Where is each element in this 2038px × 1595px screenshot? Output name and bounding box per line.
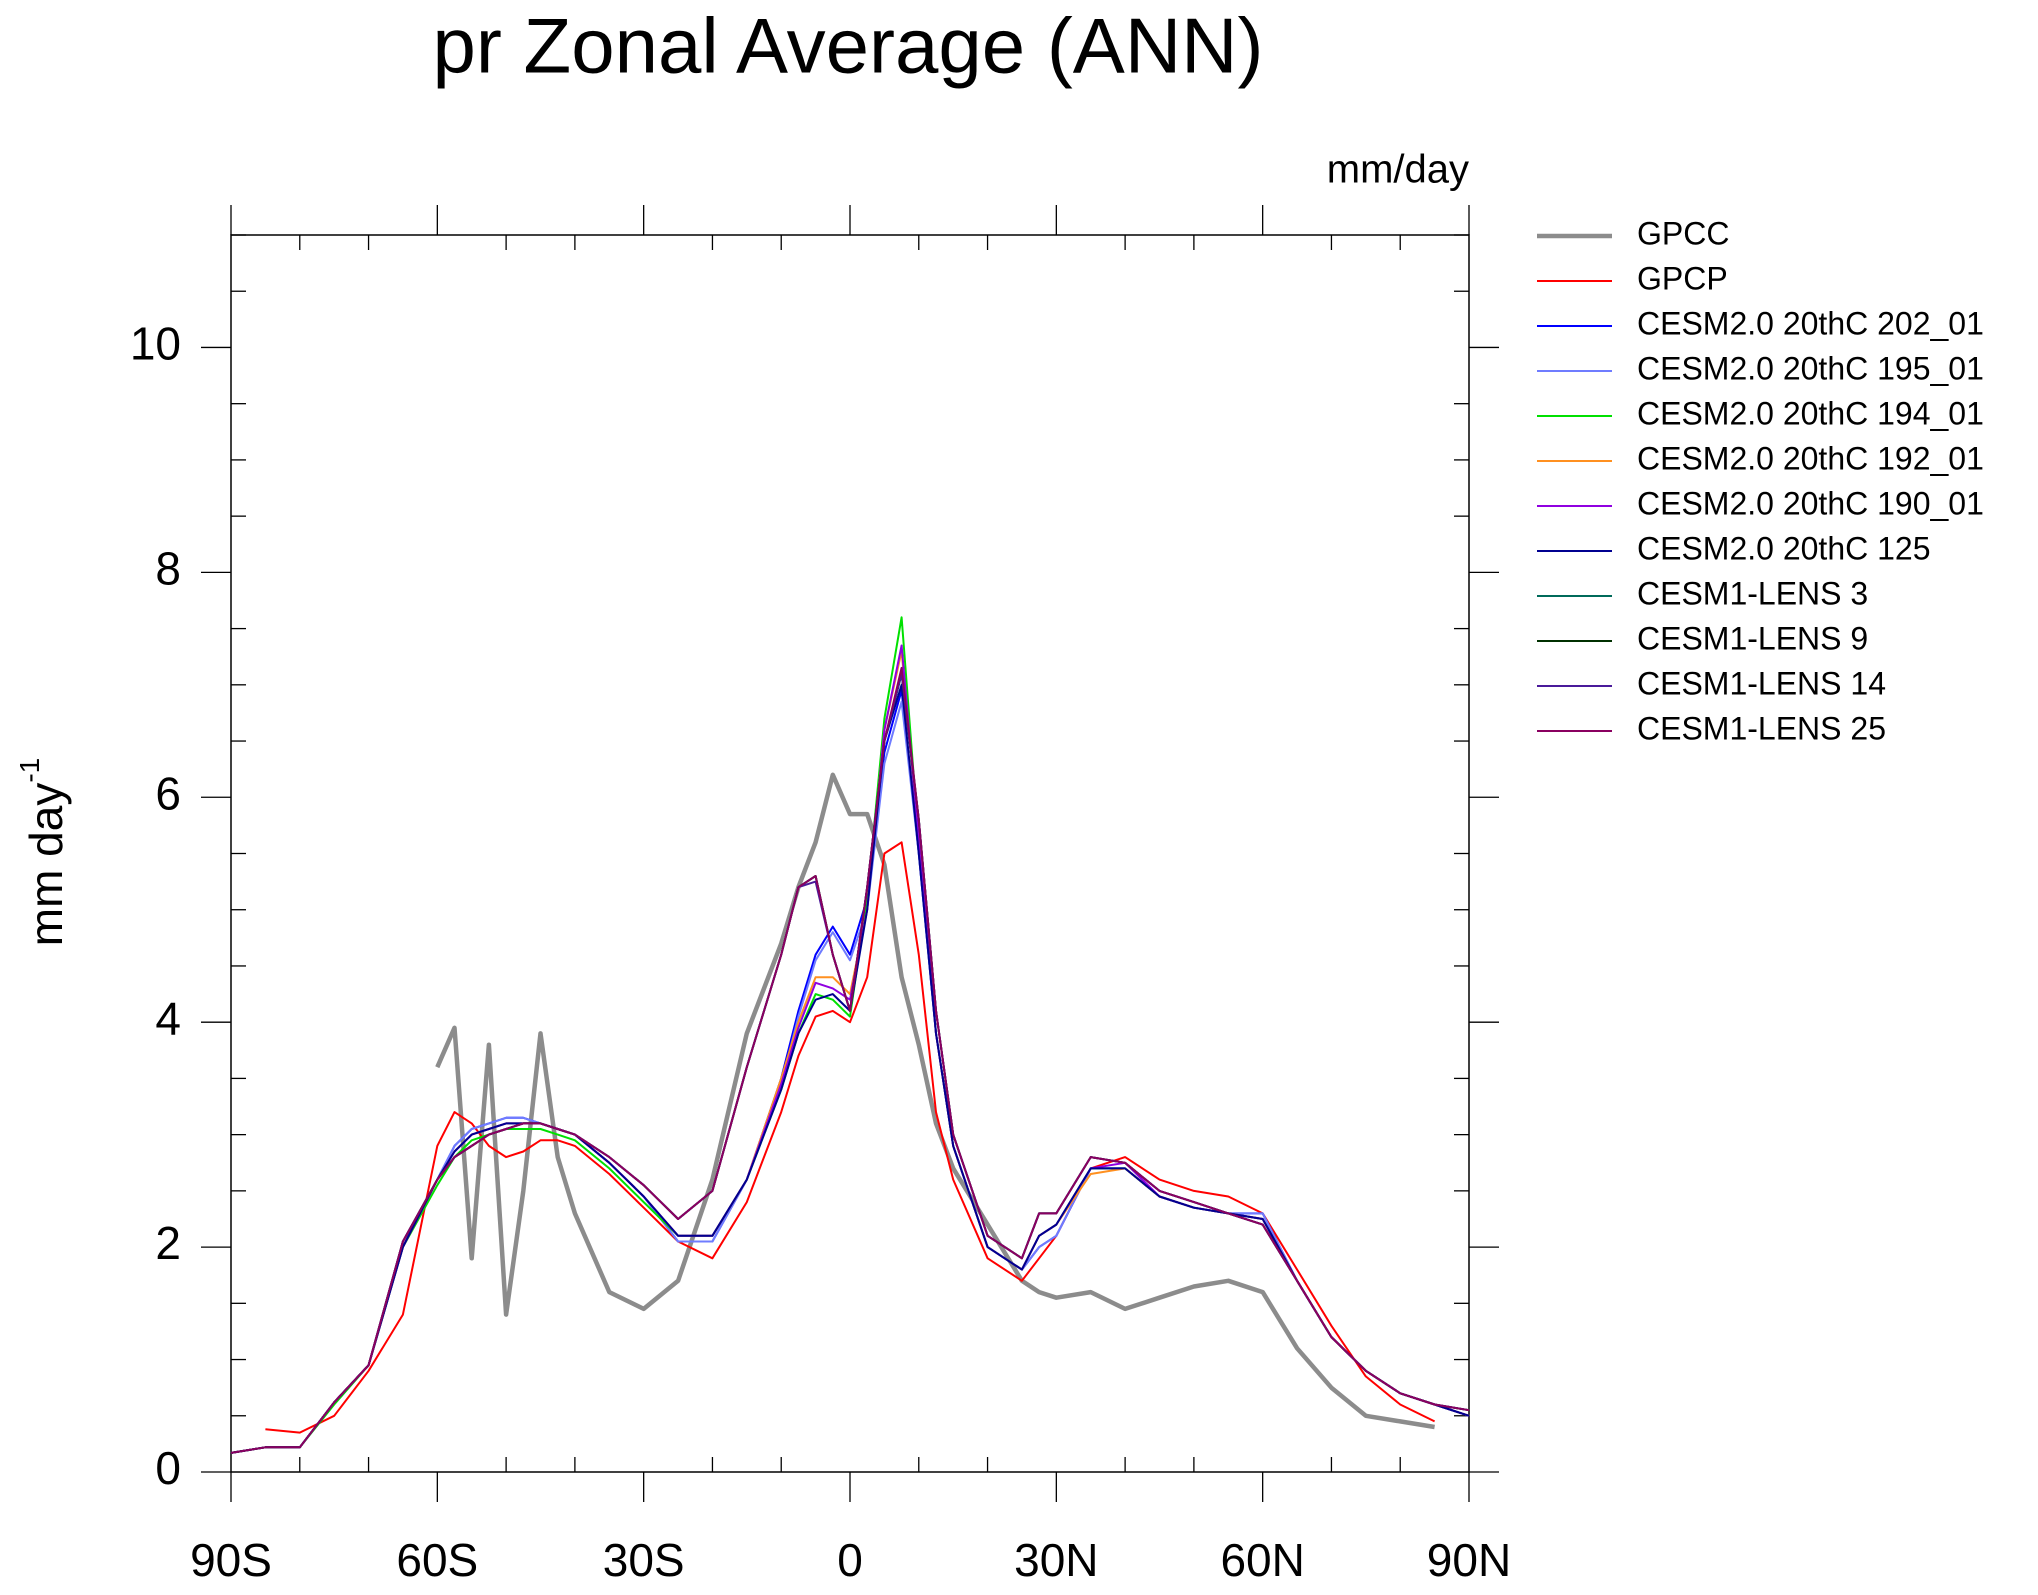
y-tick-label: 10: [130, 318, 181, 370]
series-line: [265, 841, 1436, 1434]
series-line: [230, 689, 1470, 1454]
legend-label: CESM1-LENS 14: [1637, 665, 1886, 701]
x-tick-label: 30N: [1014, 1534, 1098, 1586]
series-line: [230, 683, 1470, 1454]
legend-label: CESM2.0 20thC 202_01: [1637, 305, 1984, 341]
legend-label: CESM2.0 20thC 194_01: [1637, 395, 1984, 431]
y-label-exponent: -1: [14, 758, 45, 783]
plot-frame: [230, 234, 1470, 1473]
x-tick-label: 60S: [396, 1534, 478, 1586]
y-tick-label: 2: [155, 1217, 181, 1269]
series-line: [230, 650, 1470, 1454]
y-tick-label: 6: [155, 767, 181, 819]
units-label: mm/day: [1327, 148, 1469, 192]
series-line: [230, 644, 1470, 1454]
legend-label: GPCC: [1637, 215, 1729, 251]
legend-label: CESM2.0 20thC 195_01: [1637, 350, 1984, 386]
legend-label: CESM1-LENS 3: [1637, 575, 1868, 611]
x-tick-label: 30S: [603, 1534, 685, 1586]
series-line: [230, 666, 1470, 1454]
legend-label: CESM2.0 20thC 190_01: [1637, 485, 1984, 521]
y-tick-label: 4: [155, 992, 181, 1044]
legend-label: CESM1-LENS 25: [1637, 710, 1886, 746]
x-tick-label: 90S: [190, 1534, 272, 1586]
y-axis-label: mm day-1: [14, 758, 72, 947]
x-tick-label: 0: [837, 1534, 863, 1586]
x-tick-label: 60N: [1220, 1534, 1304, 1586]
y-tick-label: 8: [155, 543, 181, 595]
y-tick-label: 0: [155, 1442, 181, 1494]
series-line: [230, 672, 1470, 1454]
y-label-main: mm day: [20, 783, 72, 947]
legend-label: CESM2.0 20thC 192_01: [1637, 440, 1984, 476]
y-label-text: mm day-1: [14, 758, 72, 947]
chart-title: pr Zonal Average (ANN): [433, 2, 1264, 90]
x-tick-label: 90N: [1427, 1534, 1511, 1586]
series-line: [435, 772, 1435, 1430]
legend-label: GPCP: [1637, 260, 1728, 296]
series-line: [230, 672, 1470, 1454]
legend-label: CESM2.0 20thC 125: [1637, 530, 1931, 566]
legend-label: CESM1-LENS 9: [1637, 620, 1868, 656]
series-line: [230, 672, 1470, 1454]
